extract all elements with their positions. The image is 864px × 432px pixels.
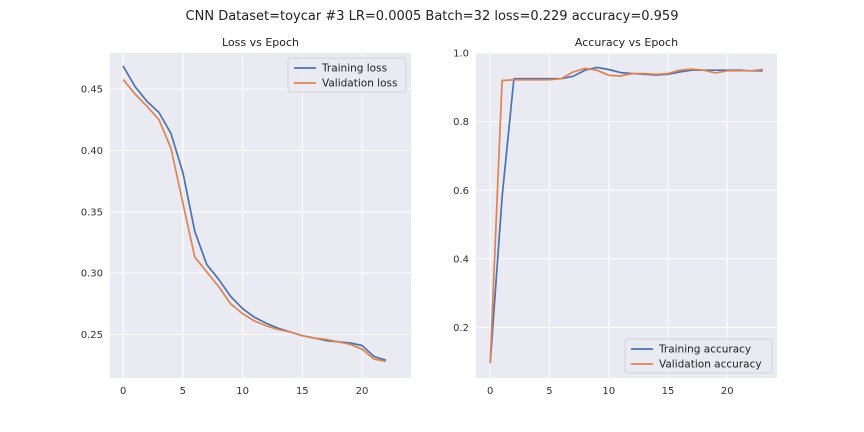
loss-plot-area	[110, 53, 411, 378]
accuracy-chart-title: Accuracy vs Epoch	[575, 36, 678, 49]
accuracy-legend-label: Training accuracy	[658, 344, 751, 356]
accuracy-y-tick-label: 1.0	[453, 49, 469, 60]
accuracy-chart: Accuracy vs Epoch 0 5 10 15 20 0.2 0.4 0.6 0.8 1.0…	[453, 36, 777, 397]
loss-y-tick-label: 0.30	[81, 269, 103, 280]
loss-y-tick-label: 0.40	[81, 146, 103, 157]
accuracy-legend	[624, 338, 773, 374]
accuracy-x-tick-label: 10	[602, 386, 615, 397]
loss-chart: Loss vs Epoch 0 5 10 15 20 0.25 0.30 0.35 0.40 0.4…	[81, 36, 411, 397]
accuracy-x-tick-label: 0	[487, 386, 493, 397]
accuracy-y-tick-label: 0.2	[453, 323, 469, 334]
loss-x-tick-label: 5	[180, 386, 186, 397]
loss-x-tick-label: 20	[356, 386, 369, 397]
loss-legend	[287, 57, 407, 93]
suptitle: CNN Dataset=toycar #3 LR=0.0005 Batch=32…	[186, 9, 679, 24]
accuracy-plot-area	[476, 53, 777, 378]
loss-y-tick-label: 0.45	[81, 85, 103, 96]
accuracy-x-tick-label: 5	[546, 386, 552, 397]
accuracy-y-tick-label: 0.8	[453, 117, 469, 128]
accuracy-x-tick-label: 20	[721, 386, 734, 397]
loss-y-tick-label: 0.35	[81, 207, 103, 218]
loss-series-line-validation	[122, 78, 387, 363]
loss-legend-label: Training loss	[321, 63, 387, 75]
accuracy-y-tick-label: 0.4	[453, 254, 469, 265]
loss-chart-title: Loss vs Epoch	[222, 36, 299, 49]
loss-y-tick-label: 0.25	[81, 330, 103, 341]
loss-x-tick-label: 15	[296, 386, 309, 397]
loss-x-tick-label: 0	[120, 386, 126, 397]
accuracy-series-line-training	[489, 66, 763, 364]
loss-x-tick-label: 10	[236, 386, 249, 397]
accuracy-y-tick-label: 0.6	[453, 186, 469, 197]
loss-legend-label: Validation loss	[322, 78, 397, 90]
accuracy-x-tick-label: 15	[662, 386, 675, 397]
accuracy-series-line-validation	[489, 67, 763, 364]
accuracy-legend-label: Validation accuracy	[659, 359, 762, 371]
